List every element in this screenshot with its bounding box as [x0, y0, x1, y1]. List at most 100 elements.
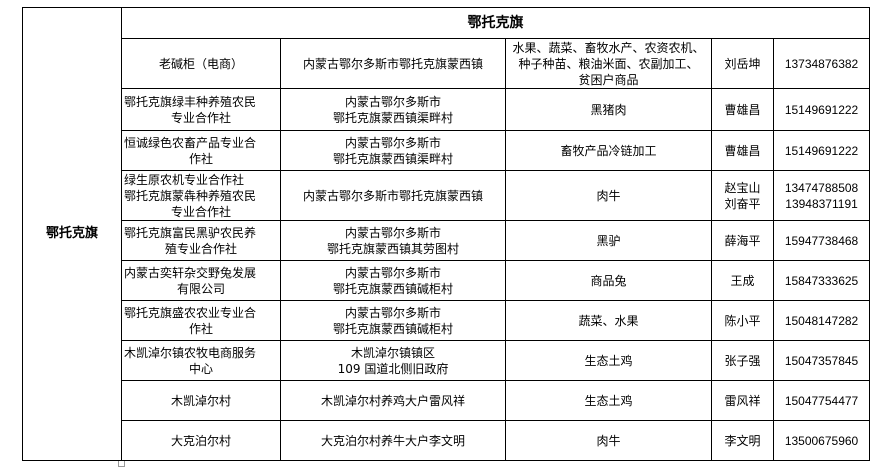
- table-row: 木凯淖尔镇农牧电商服务 中心 木凯淖尔镇镇区 109 国道北侧旧政府 生态土鸡 张子强 15…: [23, 340, 871, 381]
- contact-text: 李文明: [724, 433, 761, 448]
- address-text: 内蒙古鄂尔多斯市: [344, 305, 441, 320]
- phone-text: 13734876382: [784, 56, 859, 71]
- contact-cell: 雷风祥: [711, 380, 774, 421]
- address-cell: 木凯淖尔村养鸡大户雷风祥: [280, 380, 506, 421]
- address-text: 大克泊尔村养牛大户李文明: [320, 433, 465, 448]
- contact-text: 张子强: [724, 353, 761, 368]
- name-text: 鄂托克旗蒙犇种养殖农民: [124, 188, 257, 203]
- products-text: 黑猪肉: [590, 102, 627, 117]
- products-text: 生态土鸡: [584, 393, 633, 408]
- table-row: 老碱柜（电商） 内蒙古鄂尔多斯市鄂托克旗蒙西镇 水果、蔬菜、畜牧水产、农资农机、 种子…: [23, 38, 871, 89]
- products-text: 商品兔: [590, 273, 627, 288]
- contact-cell: 刘岳坤: [711, 38, 774, 89]
- name-text: 作社: [188, 321, 213, 336]
- address-text: 内蒙古鄂尔多斯市: [344, 94, 441, 109]
- phone-cell: 15149691222: [772, 130, 871, 171]
- contact-text: 曹雄昌: [724, 102, 761, 117]
- products-cell: 肉牛: [505, 170, 712, 221]
- products-cell: 蔬菜、水果: [505, 300, 712, 341]
- name-cell: 绿生原农机专业合作社 鄂托克旗蒙犇种养殖农民 专业合作社: [121, 170, 281, 221]
- phone-cell: 13500675960: [772, 420, 871, 461]
- products-text: 水果、蔬菜、畜牧水产、农资农机、: [512, 40, 705, 55]
- table-row: 鄂托克旗绿丰种养殖农民 专业合作社 内蒙古鄂尔多斯市 鄂托克旗蒙西镇渠畔村 黑猪肉 曹雄昌…: [23, 88, 871, 131]
- address-text: 鄂托克旗蒙西镇碱柜村: [332, 321, 453, 336]
- address-text: 内蒙古鄂尔多斯市: [344, 135, 441, 150]
- phone-text: 13500675960: [784, 433, 859, 448]
- products-text: 畜牧产品冷链加工: [560, 143, 657, 158]
- address-cell: 内蒙古鄂尔多斯市鄂托克旗蒙西镇: [280, 170, 506, 221]
- region-cell: 鄂托克旗: [22, 7, 122, 461]
- name-cell: 鄂托克旗盛农农业专业合 作社: [121, 300, 281, 341]
- name-text: 鄂托克旗富民黑驴农民养: [124, 225, 257, 240]
- products-cell: 商品兔: [505, 260, 712, 301]
- name-text: 殖专业合作社: [164, 241, 237, 256]
- table-end-marker: [118, 460, 125, 467]
- address-cell: 内蒙古鄂尔多斯市 鄂托克旗蒙西镇渠畔村: [280, 88, 506, 131]
- contact-cell: 陈小平: [711, 300, 774, 341]
- table-row: 内蒙古奕轩杂交野兔发展 有限公司 内蒙古鄂尔多斯市 鄂托克旗蒙西镇碱柜村 商品兔 王成 15…: [23, 260, 871, 301]
- address-text: 鄂托克旗蒙西镇碱柜村: [332, 281, 453, 296]
- address-text: 内蒙古鄂尔多斯市: [344, 225, 441, 240]
- contact-text: 雷风祥: [724, 393, 761, 408]
- address-cell: 木凯淖尔镇镇区 109 国道北侧旧政府: [280, 340, 506, 381]
- table-title: 鄂托克旗: [120, 7, 871, 39]
- phone-cell: 13734876382: [772, 38, 871, 89]
- address-cell: 内蒙古鄂尔多斯市 鄂托克旗蒙西镇碱柜村: [280, 260, 506, 301]
- products-text: 黑驴: [596, 233, 621, 248]
- contact-text: 王成: [730, 273, 755, 288]
- products-cell: 黑猪肉: [505, 88, 712, 131]
- address-text: 鄂托克旗蒙西镇渠畔村: [332, 151, 453, 166]
- phone-text: 15047754477: [784, 393, 859, 408]
- contact-cell: 张子强: [711, 340, 774, 381]
- address-cell: 内蒙古鄂尔多斯市 鄂托克旗蒙西镇其劳图村: [280, 220, 506, 261]
- products-text: 肉牛: [596, 188, 621, 203]
- table-row: 木凯淖尔村 木凯淖尔村养鸡大户雷风祥 生态土鸡 雷风祥 15047754477: [23, 380, 871, 421]
- address-text: 内蒙古鄂尔多斯市鄂托克旗蒙西镇: [302, 56, 483, 71]
- contact-text: 陈小平: [724, 313, 761, 328]
- table-row: 绿生原农机专业合作社 鄂托克旗蒙犇种养殖农民 专业合作社 内蒙古鄂尔多斯市鄂托克旗蒙西…: [23, 170, 871, 221]
- phone-text: 13948371191: [785, 196, 858, 211]
- name-text: 鄂托克旗盛农农业专业合: [124, 305, 257, 320]
- phone-text: 15947738468: [784, 233, 859, 248]
- phone-cell: 13474788508 13948371191: [772, 170, 871, 221]
- contact-text: 曹雄昌: [724, 143, 761, 158]
- address-text: 鄂托克旗蒙西镇其劳图村: [326, 241, 459, 256]
- address-text: 木凯淖尔镇镇区: [350, 345, 435, 360]
- products-cell: 黑驴: [505, 220, 712, 261]
- phone-text: 15149691222: [784, 102, 859, 117]
- contact-cell: 曹雄昌: [711, 130, 774, 171]
- address-text: 鄂托克旗蒙西镇渠畔村: [332, 110, 453, 125]
- table-row: 大克泊尔村 大克泊尔村养牛大户李文明 肉牛 李文明 13500675960: [23, 420, 871, 461]
- name-text: 鄂托克旗绿丰种养殖农民: [124, 94, 257, 109]
- name-cell: 内蒙古奕轩杂交野兔发展 有限公司: [121, 260, 281, 301]
- address-cell: 内蒙古鄂尔多斯市 鄂托克旗蒙西镇碱柜村: [280, 300, 506, 341]
- name-text: 有限公司: [176, 281, 225, 296]
- products-cell: 水果、蔬菜、畜牧水产、农资农机、 种子种苗、粮油米面、农副加工、 贫困户商品: [505, 38, 712, 89]
- name-text: 老碱柜（电商）: [158, 56, 243, 71]
- contact-cell: 李文明: [711, 420, 774, 461]
- name-cell: 恒诚绿色农畜产品专业合 作社: [121, 130, 281, 171]
- address-text: 内蒙古鄂尔多斯市鄂托克旗蒙西镇: [302, 188, 483, 203]
- products-text: 肉牛: [596, 433, 621, 448]
- table-row: 鄂托克旗盛农农业专业合 作社 内蒙古鄂尔多斯市 鄂托克旗蒙西镇碱柜村 蔬菜、水果 陈小平 1…: [23, 300, 871, 341]
- phone-text: 15149691222: [784, 143, 859, 158]
- products-text: 生态土鸡: [584, 353, 633, 368]
- address-text: 109 国道北侧旧政府: [337, 361, 449, 376]
- address-text: 木凯淖尔村养鸡大户雷风祥: [320, 393, 465, 408]
- products-cell: 畜牧产品冷链加工: [505, 130, 712, 171]
- name-cell: 木凯淖尔镇农牧电商服务 中心: [121, 340, 281, 381]
- contact-cell: 赵宝山 刘奋平: [711, 170, 774, 221]
- contact-text: 赵宝山: [724, 180, 761, 195]
- phone-cell: 15947738468: [772, 220, 871, 261]
- name-cell: 鄂托克旗富民黑驴农民养 殖专业合作社: [121, 220, 281, 261]
- address-cell: 内蒙古鄂尔多斯市 鄂托克旗蒙西镇渠畔村: [280, 130, 506, 171]
- contact-cell: 薛海平: [711, 220, 774, 261]
- address-text: 内蒙古鄂尔多斯市: [344, 265, 441, 280]
- name-text: 恒诚绿色农畜产品专业合: [124, 135, 257, 150]
- name-cell: 老碱柜（电商）: [121, 38, 281, 89]
- phone-cell: 15149691222: [772, 88, 871, 131]
- contact-text: 薛海平: [724, 233, 761, 248]
- phone-cell: 15847333625: [772, 260, 871, 301]
- table-row: 恒诚绿色农畜产品专业合 作社 内蒙古鄂尔多斯市 鄂托克旗蒙西镇渠畔村 畜牧产品冷链加工曹…: [23, 130, 871, 171]
- title-row: 鄂托克旗 鄂托克旗: [22, 7, 871, 461]
